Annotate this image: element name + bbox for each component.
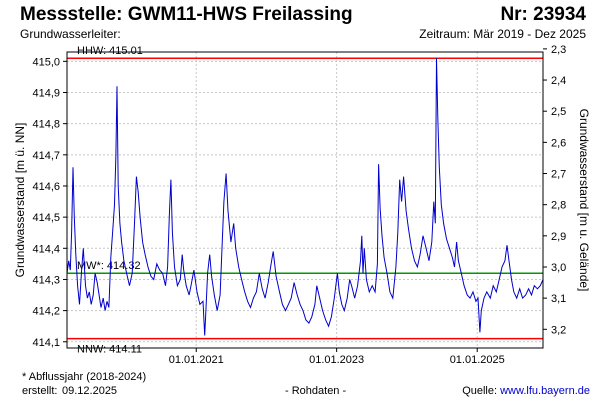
y-tick-label: 414,6 xyxy=(32,181,60,193)
reference-line-label: HHW: 415.01 xyxy=(77,45,143,57)
page-title: Messstelle: GWM11-HWS Freilassing xyxy=(20,4,353,25)
y-tick-label: 414,4 xyxy=(32,243,60,255)
y-tick-label: 414,2 xyxy=(32,306,60,318)
y-tick-label: 415,0 xyxy=(32,56,60,68)
reference-line-label: NNW: 414.11 xyxy=(77,344,142,356)
y-right-tick-label: 3,2 xyxy=(551,324,566,336)
created-label: erstellt: xyxy=(22,385,58,397)
y-tick-label: 414,8 xyxy=(32,119,60,131)
x-tick-label: 01.01.2023 xyxy=(309,354,364,366)
axes: 414,1 414,2 414,3 414,4 414,5 414,6 414,7 414,8… xyxy=(32,44,566,366)
y-axis-label-right: Grundwasserstand [m u. Gelände] xyxy=(577,109,591,292)
y-axis-label-left: Grundwasserstand [m ü. NN] xyxy=(13,123,27,278)
period-label: Zeitraum: Mär 2019 - Dez 2025 xyxy=(419,27,586,41)
reference-lines: HHW: 415.01 MW*: 414.32 NNW: 414.11 xyxy=(67,45,543,356)
aquifer-label: Grundwasserleiter: xyxy=(20,27,121,41)
y-tick-label: 414,3 xyxy=(32,274,60,286)
source-label: Quelle: xyxy=(462,385,498,397)
y-right-tick-label: 2,8 xyxy=(551,200,566,212)
y-tick-label: 414,9 xyxy=(32,88,60,100)
y-right-tick-label: 2,4 xyxy=(551,75,566,87)
series-line xyxy=(66,58,544,336)
y-right-tick-label: 2,3 xyxy=(551,44,566,56)
y-tick-label: 414,7 xyxy=(32,150,60,162)
station-number: Nr: 23934 xyxy=(500,4,586,25)
grid xyxy=(67,52,543,348)
reference-line-label: MW*: 414.32 xyxy=(77,260,141,272)
raw-data-label: - Rohdaten - xyxy=(285,385,347,397)
created-date: 09.12.2025 xyxy=(62,385,118,397)
y-right-tick-label: 2,7 xyxy=(551,169,566,181)
plot-frame xyxy=(66,51,544,349)
source-link[interactable]: www.lfu.bayern.de xyxy=(500,385,590,397)
source: Quelle: www.lfu.bayern.de xyxy=(462,385,590,397)
y-right-tick-label: 2,9 xyxy=(551,231,566,243)
x-tick-label: 01.01.2021 xyxy=(169,354,224,366)
x-tick-label: 01.01.2025 xyxy=(450,354,505,366)
footnote: * Abflussjahr (2018-2024) xyxy=(22,371,147,383)
y-tick-label: 414,5 xyxy=(32,212,60,224)
y-right-tick-label: 3,0 xyxy=(551,262,566,274)
y-tick-label: 414,1 xyxy=(32,337,60,349)
y-right-tick-label: 2,6 xyxy=(551,137,566,149)
y-right-tick-label: 3,1 xyxy=(551,293,566,305)
y-right-tick-label: 2,5 xyxy=(551,106,566,118)
